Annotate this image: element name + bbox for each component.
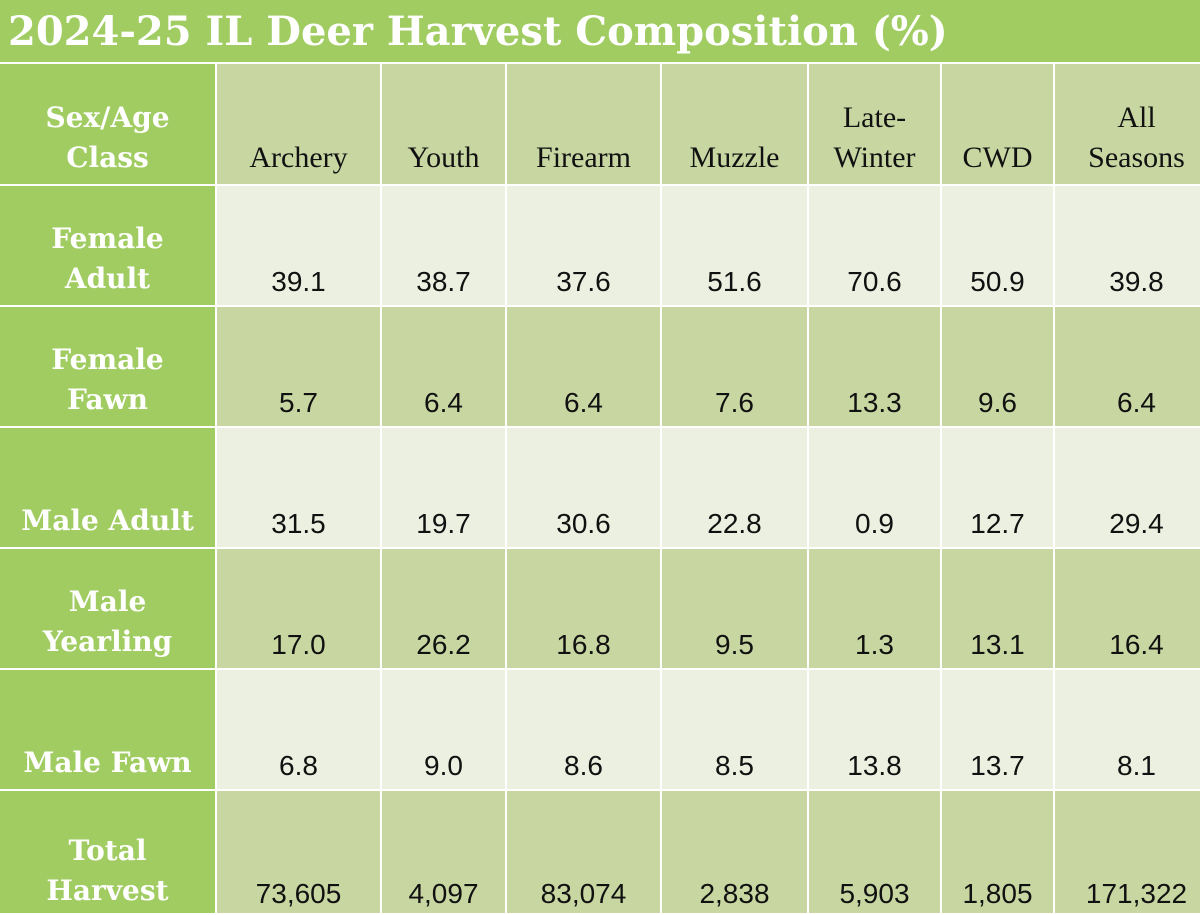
header-row: Sex/Age Class Archery Youth Firearm Muzzle Lat…	[0, 64, 1200, 184]
data-cell: 6.8	[217, 670, 380, 789]
row-label: Male Yearling	[0, 549, 215, 668]
data-cell: 12.7	[942, 428, 1053, 547]
data-cell: 30.6	[507, 428, 660, 547]
column-header: All Seasons	[1055, 64, 1200, 184]
table-row: Female Fawn 5.7 6.4 6.4 7.6 13.3 9.6 6.4	[0, 307, 1200, 426]
data-cell: 6.4	[382, 307, 505, 426]
column-header: Late- Winter	[809, 64, 940, 184]
row-label: Male Adult	[0, 428, 215, 547]
total-row: Total Harvest 73,605 4,097 83,074 2,838 5,903 1…	[0, 791, 1200, 913]
row-header-label: Sex/Age Class	[0, 64, 215, 184]
data-cell: 22.8	[662, 428, 807, 547]
data-cell: 50.9	[942, 186, 1053, 305]
data-cell: 4,097	[382, 791, 505, 913]
data-cell: 13.1	[942, 549, 1053, 668]
column-header: Youth	[382, 64, 505, 184]
data-cell: 17.0	[217, 549, 380, 668]
data-cell: 19.7	[382, 428, 505, 547]
harvest-table: Sex/Age Class Archery Youth Firearm Muzzle Lat…	[0, 62, 1200, 915]
row-label: Male Fawn	[0, 670, 215, 789]
data-cell: 51.6	[662, 186, 807, 305]
table-row: Male Fawn 6.8 9.0 8.6 8.5 13.8 13.7 8.1	[0, 670, 1200, 789]
column-header: Firearm	[507, 64, 660, 184]
data-cell: 37.6	[507, 186, 660, 305]
data-cell: 9.6	[942, 307, 1053, 426]
table-row: Male Yearling 17.0 26.2 16.8 9.5 1.3 13.1 16.4	[0, 549, 1200, 668]
row-label: Total Harvest	[0, 791, 215, 913]
data-cell: 9.0	[382, 670, 505, 789]
data-cell: 70.6	[809, 186, 940, 305]
table-row: Female Adult 39.1 38.7 37.6 51.6 70.6 50.9 39.8	[0, 186, 1200, 305]
data-cell: 9.5	[662, 549, 807, 668]
data-cell: 38.7	[382, 186, 505, 305]
data-cell: 0.9	[809, 428, 940, 547]
data-cell: 2,838	[662, 791, 807, 913]
data-cell: 171,322	[1055, 791, 1200, 913]
column-header: Muzzle	[662, 64, 807, 184]
table-title: 2024-25 IL Deer Harvest Composition (%)	[0, 0, 1200, 62]
data-cell: 8.6	[507, 670, 660, 789]
data-cell: 73,605	[217, 791, 380, 913]
row-label: Female Fawn	[0, 307, 215, 426]
data-cell: 83,074	[507, 791, 660, 913]
data-cell: 39.1	[217, 186, 380, 305]
data-cell: 6.4	[1055, 307, 1200, 426]
data-cell: 1.3	[809, 549, 940, 668]
column-header: CWD	[942, 64, 1053, 184]
data-cell: 26.2	[382, 549, 505, 668]
data-cell: 5.7	[217, 307, 380, 426]
data-cell: 1,805	[942, 791, 1053, 913]
data-cell: 13.8	[809, 670, 940, 789]
table-row: Male Adult 31.5 19.7 30.6 22.8 0.9 12.7 29.4	[0, 428, 1200, 547]
row-label: Female Adult	[0, 186, 215, 305]
column-header: Archery	[217, 64, 380, 184]
data-cell: 16.4	[1055, 549, 1200, 668]
data-cell: 8.5	[662, 670, 807, 789]
data-cell: 13.3	[809, 307, 940, 426]
data-cell: 7.6	[662, 307, 807, 426]
data-cell: 31.5	[217, 428, 380, 547]
data-cell: 6.4	[507, 307, 660, 426]
data-cell: 16.8	[507, 549, 660, 668]
data-cell: 29.4	[1055, 428, 1200, 547]
data-cell: 13.7	[942, 670, 1053, 789]
data-cell: 5,903	[809, 791, 940, 913]
data-cell: 8.1	[1055, 670, 1200, 789]
data-cell: 39.8	[1055, 186, 1200, 305]
